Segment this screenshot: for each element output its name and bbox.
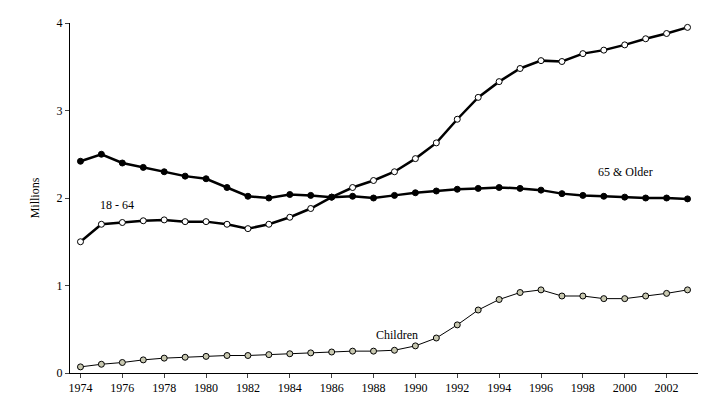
svg-text:Children: Children	[376, 328, 418, 342]
svg-text:65 & Older: 65 & Older	[598, 165, 653, 179]
svg-text:2: 2	[57, 191, 63, 205]
svg-text:3: 3	[57, 104, 63, 118]
svg-text:1980: 1980	[194, 381, 218, 395]
svg-text:18 - 64: 18 - 64	[100, 198, 134, 212]
svg-text:1982: 1982	[236, 381, 260, 395]
svg-text:0: 0	[57, 366, 63, 380]
svg-text:1978: 1978	[152, 381, 176, 395]
svg-text:1984: 1984	[278, 381, 302, 395]
svg-text:Millions: Millions	[28, 177, 42, 218]
svg-text:2002: 2002	[655, 381, 679, 395]
svg-text:1974: 1974	[68, 381, 92, 395]
svg-text:1992: 1992	[445, 381, 469, 395]
svg-text:1986: 1986	[320, 381, 344, 395]
svg-text:4: 4	[57, 16, 63, 30]
svg-text:1996: 1996	[529, 381, 553, 395]
svg-text:1998: 1998	[571, 381, 595, 395]
svg-text:2000: 2000	[613, 381, 637, 395]
svg-text:1988: 1988	[362, 381, 386, 395]
svg-text:1976: 1976	[110, 381, 134, 395]
svg-text:1994: 1994	[487, 381, 511, 395]
svg-text:1: 1	[57, 279, 63, 293]
svg-text:1990: 1990	[403, 381, 427, 395]
